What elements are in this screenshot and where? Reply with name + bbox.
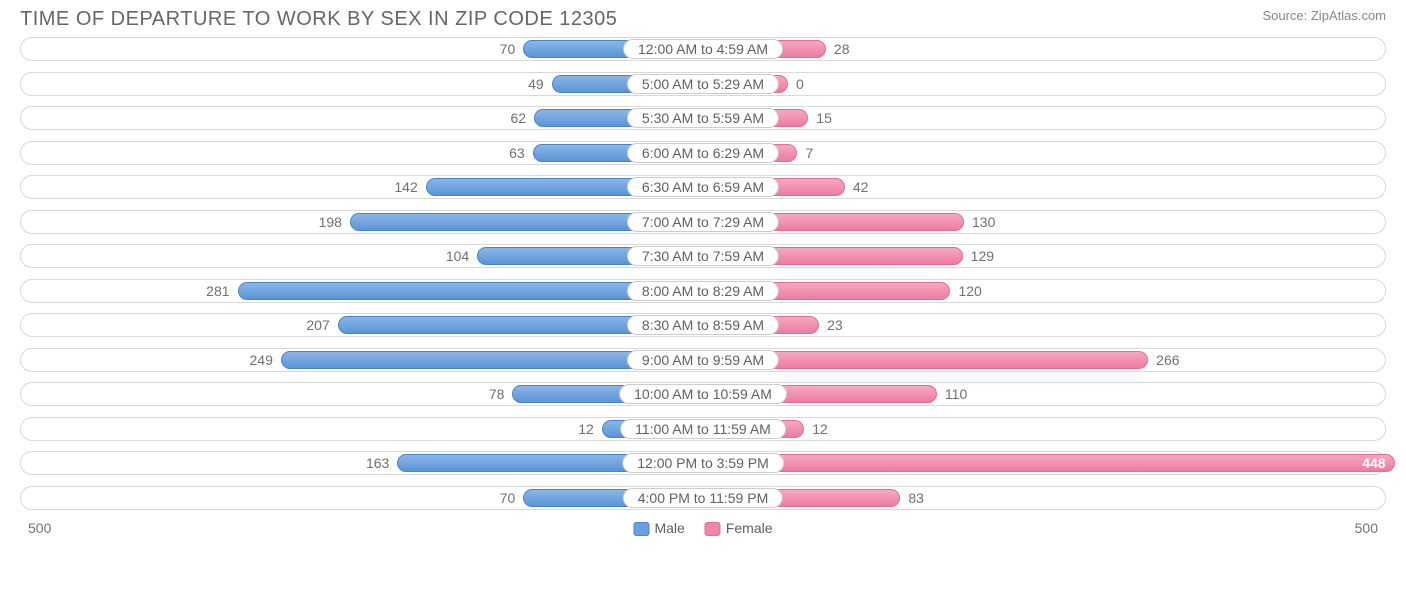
male-value: 198 bbox=[319, 214, 342, 230]
time-range-label: 8:00 AM to 8:29 AM bbox=[627, 281, 779, 301]
male-value: 163 bbox=[366, 455, 389, 471]
chart-row: 70 83 4:00 PM to 11:59 PM bbox=[20, 486, 1386, 510]
chart-row: 78 110 10:00 AM to 10:59 AM bbox=[20, 382, 1386, 406]
male-value: 281 bbox=[206, 283, 229, 299]
chart-row: 198 130 7:00 AM to 7:29 AM bbox=[20, 210, 1386, 234]
female-half: 83 bbox=[703, 487, 1385, 509]
female-half: 130 bbox=[703, 211, 1385, 233]
legend-female: Female bbox=[705, 520, 773, 536]
chart-row: 142 42 6:30 AM to 6:59 AM bbox=[20, 175, 1386, 199]
chart-row: 207 23 8:30 AM to 8:59 AM bbox=[20, 313, 1386, 337]
chart-row: 63 7 6:00 AM to 6:29 AM bbox=[20, 141, 1386, 165]
male-half: 78 bbox=[21, 383, 703, 405]
header: TIME OF DEPARTURE TO WORK BY SEX IN ZIP … bbox=[0, 0, 1406, 37]
chart-row: 62 15 5:30 AM to 5:59 AM bbox=[20, 106, 1386, 130]
female-value: 28 bbox=[834, 41, 850, 57]
axis-max-left: 500 bbox=[28, 520, 51, 536]
male-half: 207 bbox=[21, 314, 703, 336]
chart-footer: 500 Male Female 500 bbox=[0, 520, 1406, 544]
female-half: 120 bbox=[703, 280, 1385, 302]
male-swatch-icon bbox=[633, 522, 649, 536]
female-value: 15 bbox=[816, 110, 832, 126]
time-range-label: 6:30 AM to 6:59 AM bbox=[627, 177, 779, 197]
time-range-label: 8:30 AM to 8:59 AM bbox=[627, 315, 779, 335]
female-value: 83 bbox=[908, 490, 924, 506]
female-bar: 448 bbox=[703, 454, 1395, 472]
male-half: 142 bbox=[21, 176, 703, 198]
female-value: 42 bbox=[853, 179, 869, 195]
male-half: 62 bbox=[21, 107, 703, 129]
male-value: 142 bbox=[394, 179, 417, 195]
male-half: 163 bbox=[21, 452, 703, 474]
male-half: 70 bbox=[21, 38, 703, 60]
legend-male: Male bbox=[633, 520, 684, 536]
male-half: 49 bbox=[21, 73, 703, 95]
time-range-label: 6:00 AM to 6:29 AM bbox=[627, 143, 779, 163]
chart-row: 12 12 11:00 AM to 11:59 AM bbox=[20, 417, 1386, 441]
female-value: 12 bbox=[812, 421, 828, 437]
time-range-label: 5:30 AM to 5:59 AM bbox=[627, 108, 779, 128]
male-half: 249 bbox=[21, 349, 703, 371]
female-half: 12 bbox=[703, 418, 1385, 440]
male-value: 104 bbox=[446, 248, 469, 264]
legend-male-label: Male bbox=[654, 520, 684, 536]
male-half: 104 bbox=[21, 245, 703, 267]
female-value: 129 bbox=[971, 248, 994, 264]
chart-row: 249 266 9:00 AM to 9:59 AM bbox=[20, 348, 1386, 372]
female-value: 0 bbox=[796, 76, 804, 92]
source-label: Source: ZipAtlas.com bbox=[1262, 8, 1386, 23]
chart-row: 163 448 12:00 PM to 3:59 PM bbox=[20, 451, 1386, 475]
female-half: 448 bbox=[703, 452, 1385, 474]
male-half: 63 bbox=[21, 142, 703, 164]
chart-area: 70 28 12:00 AM to 4:59 AM 49 0 5:00 AM to 5:2… bbox=[0, 37, 1406, 510]
female-half: 42 bbox=[703, 176, 1385, 198]
male-half: 281 bbox=[21, 280, 703, 302]
time-range-label: 12:00 AM to 4:59 AM bbox=[623, 39, 783, 59]
legend: Male Female bbox=[633, 520, 772, 536]
chart-row: 49 0 5:00 AM to 5:29 AM bbox=[20, 72, 1386, 96]
male-value: 70 bbox=[500, 490, 516, 506]
chart-title: TIME OF DEPARTURE TO WORK BY SEX IN ZIP … bbox=[20, 8, 617, 31]
female-value: 23 bbox=[827, 317, 843, 333]
male-half: 12 bbox=[21, 418, 703, 440]
time-range-label: 5:00 AM to 5:29 AM bbox=[627, 74, 779, 94]
female-half: 110 bbox=[703, 383, 1385, 405]
time-range-label: 10:00 AM to 10:59 AM bbox=[619, 384, 787, 404]
chart-row: 104 129 7:30 AM to 7:59 AM bbox=[20, 244, 1386, 268]
female-half: 15 bbox=[703, 107, 1385, 129]
time-range-label: 7:30 AM to 7:59 AM bbox=[627, 246, 779, 266]
chart-row: 70 28 12:00 AM to 4:59 AM bbox=[20, 37, 1386, 61]
time-range-label: 4:00 PM to 11:59 PM bbox=[623, 488, 783, 508]
male-value: 49 bbox=[528, 76, 544, 92]
male-value: 78 bbox=[489, 386, 505, 402]
male-value: 70 bbox=[500, 41, 516, 57]
female-half: 28 bbox=[703, 38, 1385, 60]
female-half: 23 bbox=[703, 314, 1385, 336]
male-value: 62 bbox=[510, 110, 526, 126]
male-value: 249 bbox=[250, 352, 273, 368]
female-value: 130 bbox=[972, 214, 995, 230]
female-value: 120 bbox=[958, 283, 981, 299]
male-value: 12 bbox=[578, 421, 594, 437]
female-value: 7 bbox=[805, 145, 813, 161]
axis-max-right: 500 bbox=[1355, 520, 1378, 536]
female-half: 7 bbox=[703, 142, 1385, 164]
female-half: 0 bbox=[703, 73, 1385, 95]
male-value: 63 bbox=[509, 145, 525, 161]
legend-female-label: Female bbox=[726, 520, 773, 536]
female-swatch-icon bbox=[705, 522, 721, 536]
female-value: 266 bbox=[1156, 352, 1179, 368]
male-half: 70 bbox=[21, 487, 703, 509]
male-value: 207 bbox=[306, 317, 329, 333]
male-half: 198 bbox=[21, 211, 703, 233]
female-value: 110 bbox=[945, 386, 967, 402]
female-value: 448 bbox=[1362, 455, 1385, 471]
time-range-label: 12:00 PM to 3:59 PM bbox=[622, 453, 784, 473]
time-range-label: 9:00 AM to 9:59 AM bbox=[627, 350, 779, 370]
time-range-label: 11:00 AM to 11:59 AM bbox=[620, 419, 786, 439]
female-half: 266 bbox=[703, 349, 1385, 371]
chart-row: 281 120 8:00 AM to 8:29 AM bbox=[20, 279, 1386, 303]
time-range-label: 7:00 AM to 7:29 AM bbox=[627, 212, 779, 232]
female-half: 129 bbox=[703, 245, 1385, 267]
